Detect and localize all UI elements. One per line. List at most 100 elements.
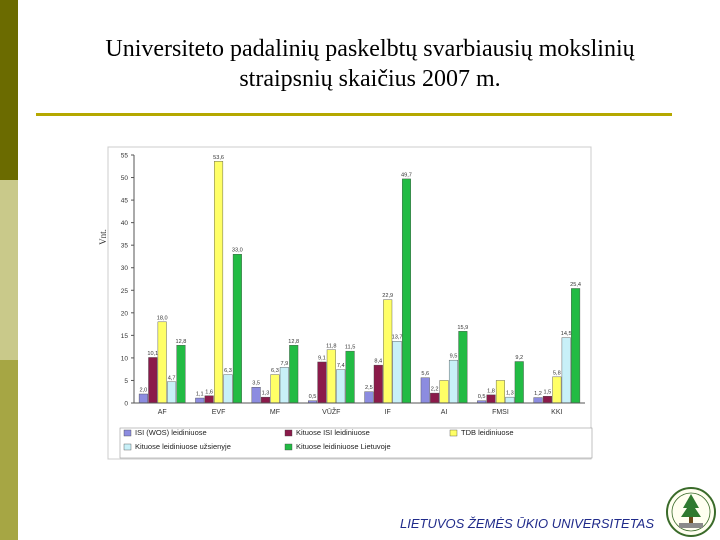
data-label: 1,2 (534, 391, 542, 397)
bar (505, 396, 515, 404)
bar (533, 397, 543, 404)
bar (373, 364, 383, 404)
data-label: 5,8 (553, 370, 561, 376)
legend-swatch (449, 429, 458, 437)
bar (195, 397, 205, 404)
legend-label: TDB leidiniuose (461, 428, 514, 437)
footer-university-name: LIETUVOS ŽEMĖS ŪKIO UNIVERSITETAS (400, 516, 655, 531)
data-label: 6,3 (271, 368, 279, 374)
data-label: 18,0 (157, 315, 168, 321)
decor-strip-bottom (0, 360, 18, 540)
bar (495, 380, 505, 404)
x-tick-label: KKI (551, 409, 562, 416)
slide-title-line1: Universiteto padalinių paskelbtų svarbia… (105, 36, 635, 62)
x-tick-label: AI (441, 409, 448, 416)
data-label: 12,8 (288, 339, 299, 345)
data-label: 33,0 (232, 248, 243, 254)
legend-swatch (284, 429, 293, 437)
bar (317, 361, 327, 404)
y-tick-label: 25 (121, 288, 129, 295)
data-label: 9,5 (450, 354, 458, 360)
bar (167, 381, 177, 404)
x-tick-label: EVF (212, 409, 226, 416)
data-label: 7,4 (337, 363, 345, 369)
bar (326, 349, 336, 404)
y-tick-label: 0 (124, 401, 128, 408)
legend-swatch (284, 443, 293, 451)
bar (345, 350, 355, 404)
slide-title: Universiteto padalinių paskelbtų svarbia… (30, 34, 710, 94)
x-tick-label: IF (385, 409, 391, 416)
data-label: 15,9 (457, 325, 468, 331)
data-label: 8,4 (374, 359, 382, 365)
decor-strip-top (0, 0, 18, 180)
data-label: 11,5 (345, 345, 355, 351)
y-axis-label: Vnt. (98, 229, 108, 245)
bar (204, 395, 214, 404)
legend-label: ISI (WOS) leidiniuose (135, 428, 207, 437)
x-tick-label: AF (158, 409, 167, 416)
data-label: 4,7 (168, 375, 176, 381)
data-label: 2,5 (365, 385, 373, 391)
bar (289, 345, 299, 404)
x-tick-label: FMSI (492, 409, 509, 416)
data-label: 1,8 (487, 388, 495, 394)
legend-swatch (123, 443, 132, 451)
y-axis: 0 5 10 15 20 25 30 35 40 45 50 55 Vnt. (98, 153, 135, 408)
legend-label: Kituose ISI leidiniuose (296, 428, 370, 437)
data-label: 1,6 (205, 389, 213, 395)
data-label: 1,1 (196, 392, 204, 398)
y-tick-label: 20 (121, 310, 129, 317)
data-label: 22,9 (382, 293, 393, 299)
bar (420, 377, 430, 404)
legend-frame (119, 427, 593, 459)
y-tick-label: 50 (121, 175, 129, 182)
bar (148, 357, 158, 404)
data-label: 10,1 (147, 351, 158, 357)
bar (542, 396, 552, 404)
data-label: 13,7 (392, 335, 403, 341)
data-label: 25,4 (570, 282, 581, 288)
data-label: 3,5 (252, 381, 260, 387)
data-label: 11,8 (326, 343, 336, 349)
legend-label: Kituose leidiniuose Lietuvoje (296, 442, 391, 451)
bar (232, 253, 242, 404)
data-label: 0,5 (309, 394, 317, 400)
data-label: 1,3 (262, 391, 270, 397)
data-label: 9,2 (515, 355, 523, 361)
bar (571, 288, 581, 404)
data-label: 1,5 (544, 390, 552, 396)
bar (383, 299, 393, 404)
university-logo (666, 487, 716, 537)
bar (176, 345, 186, 404)
bar (458, 331, 468, 404)
bar (364, 391, 374, 404)
legend-swatch (123, 429, 132, 437)
data-label: 7,9 (280, 361, 288, 367)
data-label: 0,5 (478, 394, 486, 400)
slide-title-line2: straipsnių skaičius 2007 m. (239, 66, 501, 92)
bar (514, 361, 524, 404)
y-tick-label: 10 (121, 355, 129, 362)
bar (251, 387, 261, 404)
bar (157, 321, 167, 404)
bar (430, 392, 440, 404)
data-label: 53,6 (213, 155, 224, 161)
data-label: 14,5 (561, 331, 572, 337)
bar (561, 337, 571, 404)
legend-label: Kituose leidiniuose užsienyje (135, 442, 231, 451)
x-tick-label: VŪŽF (322, 407, 340, 416)
data-label: 2,2 (431, 387, 439, 393)
data-label: 9,1 (318, 355, 326, 361)
bar (279, 367, 289, 404)
bar (336, 369, 346, 404)
data-label: 5,6 (421, 371, 429, 377)
y-tick-label: 35 (121, 243, 129, 250)
legend: ISI (WOS) leidiniuose Kituose ISI leidini… (119, 427, 593, 459)
decor-strip-middle (0, 180, 18, 360)
data-label: 6,3 (224, 368, 232, 374)
bar (261, 396, 271, 404)
title-underline (36, 113, 672, 116)
data-label: 12,8 (176, 339, 187, 345)
y-tick-label: 15 (121, 333, 129, 340)
